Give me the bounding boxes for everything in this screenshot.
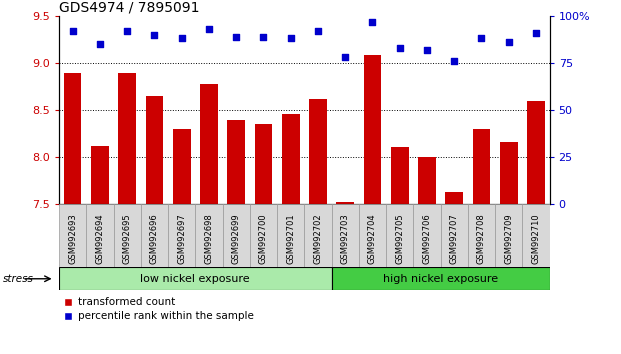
FancyBboxPatch shape (114, 204, 141, 267)
Text: GSM992708: GSM992708 (477, 214, 486, 264)
Bar (145, 96, 163, 204)
FancyBboxPatch shape (332, 267, 550, 290)
Bar (418, 156, 436, 204)
Point (204, 26, 214, 32)
FancyBboxPatch shape (222, 204, 250, 267)
Text: GSM992702: GSM992702 (314, 214, 322, 264)
FancyBboxPatch shape (304, 204, 332, 267)
Bar (227, 120, 245, 204)
Legend: transformed count, percentile rank within the sample: transformed count, percentile rank withi… (64, 297, 253, 321)
Bar (391, 147, 409, 204)
Text: low nickel exposure: low nickel exposure (140, 274, 250, 284)
Bar (337, 202, 354, 204)
Point (68, 28, 78, 34)
Text: high nickel exposure: high nickel exposure (383, 274, 498, 284)
Text: GSM992694: GSM992694 (96, 214, 104, 264)
FancyBboxPatch shape (277, 204, 304, 267)
FancyBboxPatch shape (468, 204, 495, 267)
Text: GSM992698: GSM992698 (204, 214, 214, 264)
FancyBboxPatch shape (522, 204, 550, 267)
Text: GSM992709: GSM992709 (504, 214, 513, 264)
Text: GSM992700: GSM992700 (259, 214, 268, 264)
Text: GSM992703: GSM992703 (341, 214, 350, 264)
Bar (173, 129, 191, 204)
Point (150, 32, 160, 38)
Text: GSM992693: GSM992693 (68, 214, 77, 264)
Point (340, 55, 350, 60)
FancyBboxPatch shape (195, 204, 222, 267)
Text: stress: stress (3, 274, 34, 284)
Point (176, 36, 186, 41)
FancyBboxPatch shape (440, 204, 468, 267)
Point (368, 19, 378, 24)
Bar (255, 124, 272, 204)
Point (231, 34, 241, 39)
Text: GSM992704: GSM992704 (368, 214, 377, 264)
Text: GSM992696: GSM992696 (150, 214, 159, 264)
FancyBboxPatch shape (59, 204, 86, 267)
Text: GSM992710: GSM992710 (532, 214, 540, 264)
Text: GSM992706: GSM992706 (422, 214, 432, 264)
FancyBboxPatch shape (250, 204, 277, 267)
Bar (64, 73, 81, 204)
Point (531, 30, 541, 36)
Text: GSM992697: GSM992697 (177, 214, 186, 264)
FancyBboxPatch shape (386, 204, 414, 267)
FancyBboxPatch shape (141, 204, 168, 267)
Point (395, 45, 405, 51)
FancyBboxPatch shape (359, 204, 386, 267)
Point (313, 28, 323, 34)
Text: GSM992695: GSM992695 (122, 214, 132, 264)
Point (95, 41, 105, 47)
Point (422, 47, 432, 52)
Point (476, 36, 486, 41)
Text: GDS4974 / 7895091: GDS4974 / 7895091 (59, 0, 199, 14)
Bar (500, 142, 517, 204)
Bar (118, 73, 136, 204)
FancyBboxPatch shape (168, 204, 195, 267)
FancyBboxPatch shape (86, 204, 114, 267)
Text: GSM992707: GSM992707 (450, 214, 459, 264)
Bar (363, 55, 381, 204)
FancyBboxPatch shape (414, 204, 440, 267)
Point (122, 28, 132, 34)
Bar (473, 130, 491, 204)
Bar (282, 114, 299, 204)
Bar (309, 99, 327, 204)
FancyBboxPatch shape (59, 267, 332, 290)
Text: GSM992705: GSM992705 (395, 214, 404, 264)
Bar (527, 101, 545, 204)
Bar (91, 146, 109, 204)
Text: GSM992699: GSM992699 (232, 214, 241, 264)
FancyBboxPatch shape (495, 204, 522, 267)
Point (258, 34, 268, 39)
FancyBboxPatch shape (332, 204, 359, 267)
Point (504, 39, 514, 45)
Bar (445, 192, 463, 204)
Text: GSM992701: GSM992701 (286, 214, 295, 264)
Bar (200, 84, 218, 204)
Point (286, 36, 296, 41)
Point (449, 58, 459, 64)
